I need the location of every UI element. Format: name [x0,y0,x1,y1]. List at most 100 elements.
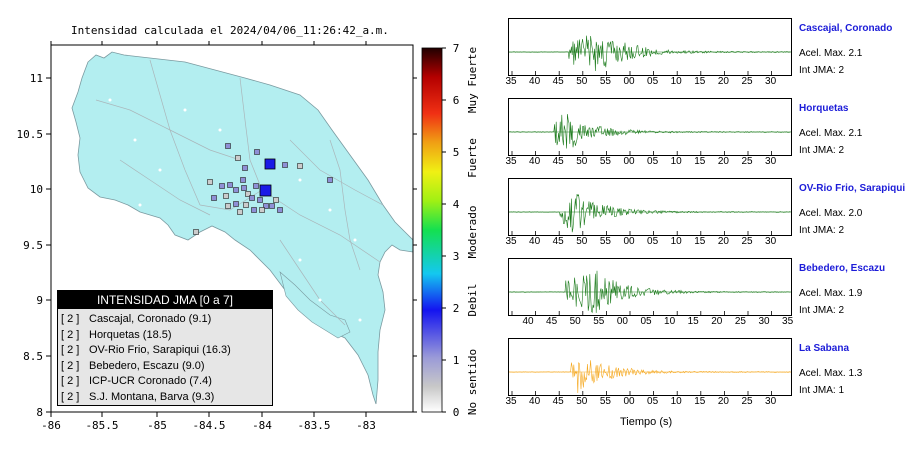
legend-level: [ 2 ] [61,344,80,356]
station-marker [193,229,199,235]
legend-item: [ 2 ] OV-Rio Frio, Sarapiqui (16.3) [58,343,272,359]
time-tick-label: 35 [782,316,794,327]
time-tick-label: 00 [623,236,635,247]
time-tick-label: 45 [546,316,558,327]
station-marker [223,193,229,199]
waveform-station-name: OV-Rio Frio, Sarapiqui [799,183,906,194]
time-tick-label: 10 [664,316,676,327]
colorbar-tick: 3 [453,250,460,263]
waveform-station-name: Bebedero, Escazu [799,263,886,274]
time-tick-label: 50 [576,396,588,407]
station-marker [297,163,303,169]
time-tick-label: 15 [687,316,699,327]
station-marker [257,197,263,203]
waveform-panel [508,338,792,396]
station-marker [235,155,241,161]
time-tick-label: 45 [552,156,564,167]
time-tick-label: 25 [741,396,753,407]
intensity-legend: INTENSIDAD JMA [0 a 7] [ 2 ] Cascajal, Co… [57,290,273,406]
time-tick-label: 35 [505,156,517,167]
legend-title: INTENSIDAD JMA [0 a 7] [58,291,272,309]
colorbar-category-label: Muy Fuerte [466,47,479,113]
time-tick-label: 25 [741,236,753,247]
station-marker [233,187,239,193]
waveform-time-ticks: 35 40 45 50 55 00 05 10 15 20 25 30 [505,76,790,88]
waveform-jma-intensity: Int JMA: 2 [799,65,845,76]
legend-level: [ 2 ] [61,359,80,372]
time-tick-label: 10 [670,396,682,407]
time-tick-label: 50 [576,236,588,247]
station-marker [219,183,225,189]
legend-item: [ 2 ] Bebedero, Escazu (9.0) [58,359,272,375]
y-tick-label: 10.5 [17,128,44,141]
waveform-panel [508,258,792,316]
waveform-time-ticks: 35 40 45 50 55 00 05 10 15 20 25 30 [505,236,790,248]
time-tick-label: 35 [505,76,517,87]
time-tick-label: 55 [599,76,611,87]
towns [108,98,362,322]
time-tick-label: 30 [765,156,777,167]
intensity-colorbar [421,47,443,413]
time-tick-label: 55 [593,316,605,327]
map-axes: -86 -85.5 -85 -84.5 -84 -83.5 -83 11 10.5 10 9.5 9 8… [17,41,417,432]
colorbar-labels: No sentido Debil Moderado Fuerte Muy Fuerte [466,47,479,415]
time-tick-label: 20 [717,76,729,87]
time-tick-label: 20 [717,236,729,247]
colorbar-ticks: 0 1 2 3 4 5 6 7 [442,42,460,419]
time-tick-label: 00 [623,156,635,167]
station-marker [242,165,248,171]
time-tick-label: 55 [599,396,611,407]
station-marker [245,191,251,197]
time-tick-label: 40 [529,156,541,167]
time-tick-label: 05 [640,316,652,327]
waveform-max-accel: Acel. Max. 2.1 [799,128,863,139]
station-marker [249,195,255,201]
y-tick-label: 10 [30,183,43,196]
waveform-station-name: Horquetas [799,103,849,114]
time-tick-label: 10 [670,76,682,87]
time-tick-label: 30 [765,236,777,247]
time-tick-label: 15 [694,156,706,167]
station-marker [225,143,231,149]
colorbar-tick: 2 [453,302,460,315]
x-tick-label: -84 [252,419,272,432]
colorbar-tick: 6 [453,94,460,107]
time-tick-label: 10 [670,236,682,247]
y-tick-label: 9 [36,294,43,307]
waveform-station-name: Cascajal, Coronado [799,23,893,34]
waveform-panel [508,98,792,156]
time-tick-label: 40 [529,236,541,247]
legend-station: Bebedero, Escazu (9.0) [89,359,205,372]
legend-level: [ 2 ] [61,390,80,403]
waveform-max-accel: Acel. Max. 2.0 [799,208,863,219]
legend-station: ICP-UCR Coronado (7.4) [89,375,212,387]
waveform-max-accel: Acel. Max. 2.1 [799,48,863,59]
y-tick-label: 9.5 [23,239,43,252]
waveform-time-ticks: 40 45 50 55 00 05 10 15 20 25 30 35 [508,316,794,328]
colorbar-tick: 7 [453,42,460,55]
waveform-time-ticks: 35 40 45 50 55 00 05 10 15 20 25 30 [505,156,790,168]
station-marker [207,179,213,185]
time-tick-label: 15 [694,76,706,87]
colorbar-category-label: Fuerte [466,138,479,178]
waveform-jma-intensity: Int JMA: 2 [799,145,845,156]
time-tick-label: 15 [694,396,706,407]
x-tick-label: -85 [147,419,167,432]
legend-station: Cascajal, Coronado (9.1) [89,313,212,325]
station-marker [237,209,243,215]
time-tick-label: 05 [647,396,659,407]
time-tick-label: 20 [711,316,723,327]
time-tick-label: 05 [647,76,659,87]
station-marker [243,202,249,208]
time-tick-label: 20 [717,396,729,407]
x-tick-label: -86 [41,419,61,432]
waveform-trace [509,193,791,233]
time-tick-label: 50 [576,156,588,167]
x-tick-label: -83.5 [297,419,330,432]
station-marker [273,197,279,203]
station-marker [269,203,275,209]
time-tick-label: 30 [765,76,777,87]
time-tick-label: 05 [647,236,659,247]
time-tick-label: 25 [741,156,753,167]
time-axis-label: Tiempo (s) [620,416,673,428]
